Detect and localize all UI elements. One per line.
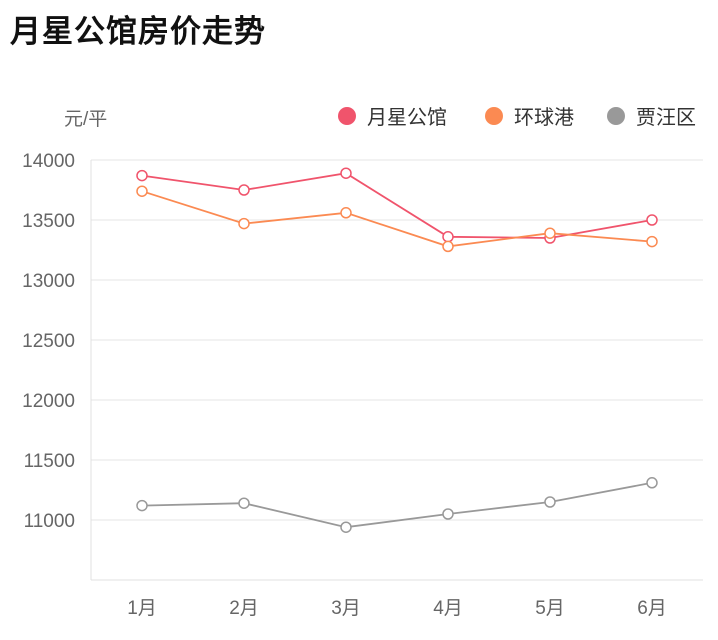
chart-title: 月星公馆房价走势 [10,14,266,50]
y-tick-label: 14000 [22,151,75,172]
x-tick-label: 1月 [127,598,157,619]
data-point [136,499,148,512]
series-line [141,172,653,239]
data-point [442,508,454,520]
y-tick-label: 12000 [22,391,75,412]
data-point [136,169,148,182]
y-axis-label: 元/平 [64,109,107,130]
data-point [340,521,352,533]
data-point [646,477,658,489]
x-tick-label: 5月 [535,598,565,619]
data-point [340,207,352,219]
y-tick-label: 13000 [22,271,75,292]
x-tick-label: 4月 [433,598,463,619]
y-tick-label: 11000 [24,511,75,532]
y-tick-label: 11500 [24,451,75,472]
legend-label: 环球港 [514,105,574,129]
legend-marker [607,107,625,125]
data-point [646,214,658,226]
data-point [136,185,148,197]
y-tick-label: 12500 [22,331,75,352]
data-point [544,496,556,508]
legend-label: 贾汪区 [636,105,696,129]
x-tick-label: 3月 [331,598,361,619]
data-point [238,184,250,196]
data-point [544,227,556,239]
x-tick-label: 2月 [229,598,259,619]
legend-marker [485,107,503,125]
data-point [238,497,250,509]
y-tick-label: 13500 [22,211,75,232]
legend-label: 月星公馆 [367,105,447,129]
data-point [646,235,658,248]
legend-marker [338,107,356,125]
data-point [442,240,454,253]
data-point [340,167,352,179]
series-line [141,190,653,248]
series-line [141,481,653,529]
x-tick-label: 6月 [637,598,667,619]
data-point [238,217,250,230]
data-point [442,231,454,243]
